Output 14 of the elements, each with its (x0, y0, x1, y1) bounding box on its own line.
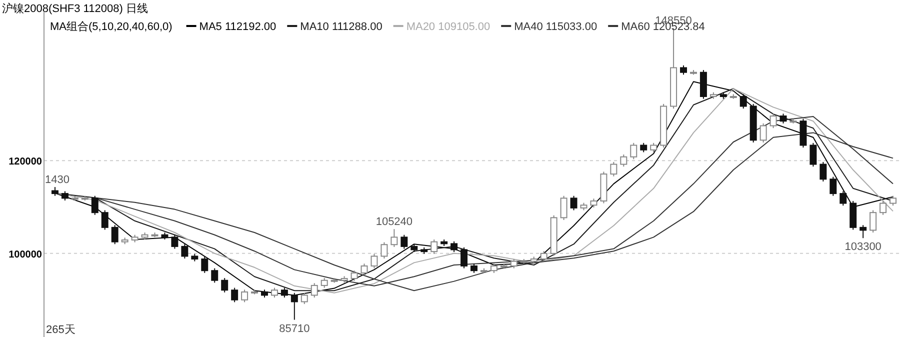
annotation: 85710 (279, 322, 310, 335)
chart-title: 沪镍2008(SHF3 112008) 日线 (2, 2, 148, 15)
legend-label: MA40 115033.00 (514, 21, 598, 33)
annotation: 265天 (46, 324, 76, 336)
annotation: 103300 (844, 241, 882, 254)
y-tick-label: 120000 (8, 156, 42, 168)
legend-label: MA60 120523.84 (621, 21, 705, 33)
annotation: 1430 (45, 174, 70, 186)
legend-label: MA5 112192.00 (199, 21, 276, 33)
y-tick-label: 100000 (8, 249, 42, 260)
annotation: 105240 (376, 216, 413, 228)
legend-title: MA组合(5,10,20,40,60,0) (50, 20, 172, 33)
legend-label: MA20 109105.00 (406, 21, 490, 33)
legend-label: MA10 111288.00 (300, 21, 382, 33)
